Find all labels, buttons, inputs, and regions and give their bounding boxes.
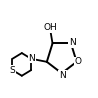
- Text: S: S: [10, 66, 15, 75]
- Text: N: N: [69, 38, 76, 47]
- Text: OH: OH: [43, 23, 57, 32]
- Text: N: N: [28, 54, 35, 63]
- Text: O: O: [75, 57, 82, 66]
- Text: N: N: [59, 71, 66, 80]
